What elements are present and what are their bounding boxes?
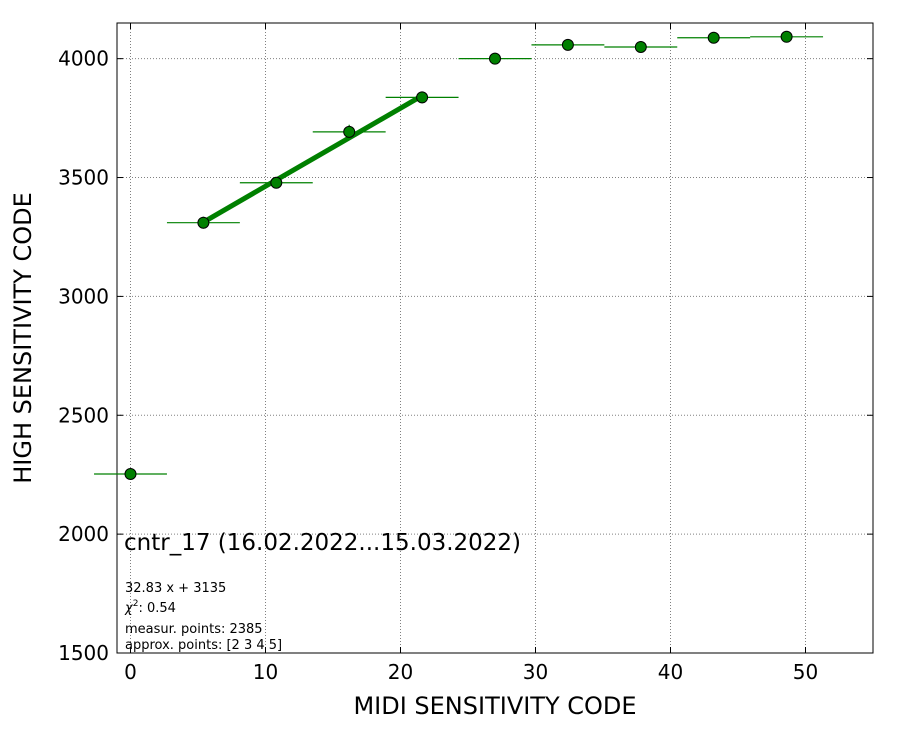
y-tick-label: 3500 bbox=[58, 166, 109, 190]
y-tick-label: 1500 bbox=[58, 641, 109, 665]
data-point bbox=[416, 91, 429, 104]
fit-equation: 32.83 x + 3135 bbox=[125, 581, 226, 596]
data-point bbox=[197, 216, 210, 229]
data-point bbox=[634, 41, 647, 54]
x-tick-label: 0 bbox=[124, 660, 137, 684]
x-tick-label: 50 bbox=[793, 660, 818, 684]
chi-square-label: χ2: 0.54 bbox=[124, 599, 176, 616]
grid bbox=[117, 23, 873, 654]
error-bars bbox=[94, 34, 824, 475]
data-point bbox=[561, 38, 574, 51]
series-label: cntr_17 (16.02.2022...15.03.2022) bbox=[124, 530, 521, 556]
x-tick-label: 10 bbox=[253, 660, 278, 684]
x-axis-title: MIDI SENSITIVITY CODE bbox=[353, 692, 636, 720]
chi-value: : 0.54 bbox=[138, 601, 175, 616]
axis-ticks: 0 10 20 30 40 50 1500 2000 2500 3000 3500 4000 bbox=[58, 23, 873, 684]
x-tick-label: 20 bbox=[388, 660, 413, 684]
measurement-points-label: measur. points: 2385 bbox=[125, 622, 263, 637]
x-tick-label: 40 bbox=[658, 660, 683, 684]
y-tick-label: 2500 bbox=[58, 403, 109, 427]
data-point bbox=[343, 125, 356, 138]
chi-exponent: 2 bbox=[133, 599, 139, 609]
y-tick-label: 4000 bbox=[58, 47, 109, 71]
chi-symbol: χ bbox=[124, 601, 134, 616]
plot-frame bbox=[116, 22, 874, 654]
data-point bbox=[489, 52, 501, 65]
data-point bbox=[780, 30, 793, 43]
fit-line bbox=[202, 93, 424, 225]
data-point bbox=[270, 176, 283, 189]
approx-points-label: approx. points: [2 3 4 5] bbox=[125, 638, 282, 653]
data-points bbox=[124, 30, 793, 480]
y-tick-label: 2000 bbox=[58, 522, 109, 546]
x-tick-label: 30 bbox=[523, 660, 548, 684]
y-axis-title: HIGH SENSITIVITY CODE bbox=[9, 192, 37, 484]
data-point bbox=[707, 31, 720, 44]
data-point bbox=[124, 467, 137, 480]
y-tick-label: 3000 bbox=[58, 284, 109, 308]
